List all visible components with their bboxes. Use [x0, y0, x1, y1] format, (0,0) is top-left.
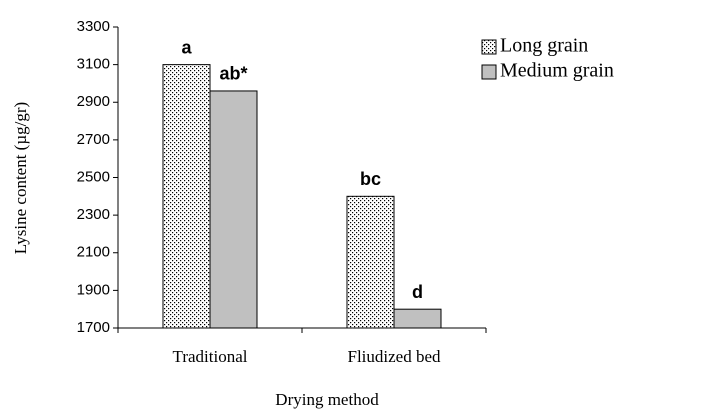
bar — [162, 64, 211, 329]
bar-letter: d — [412, 282, 423, 302]
legend-swatch — [481, 64, 497, 80]
bar-letter: ab* — [219, 64, 247, 84]
y-tick-label: 1700 — [77, 319, 110, 336]
y-tick-label: 2500 — [77, 168, 110, 185]
bar — [209, 90, 258, 329]
y-tick-label: 3100 — [77, 56, 110, 73]
legend-label: Medium grain — [500, 60, 614, 82]
x-tick-label: Fliudized bed — [347, 347, 441, 366]
y-axis-label: Lysine content (µg/gr) — [11, 102, 30, 254]
bar-letter: bc — [360, 169, 381, 189]
y-tick-label: 2100 — [77, 244, 110, 261]
legend-label: Long grain — [500, 35, 588, 57]
bar-letter: a — [181, 37, 192, 57]
y-tick-label: 2900 — [77, 93, 110, 110]
bar — [346, 195, 395, 329]
y-tick-label: 2300 — [77, 206, 110, 223]
y-tick-label: 3300 — [77, 18, 110, 35]
legend-swatch — [481, 39, 497, 55]
y-tick-label: 2700 — [77, 131, 110, 148]
x-tick-label: Traditional — [173, 347, 248, 366]
y-tick-label: 1900 — [77, 281, 110, 298]
x-axis-label: Drying method — [275, 390, 379, 409]
bar — [393, 308, 442, 329]
